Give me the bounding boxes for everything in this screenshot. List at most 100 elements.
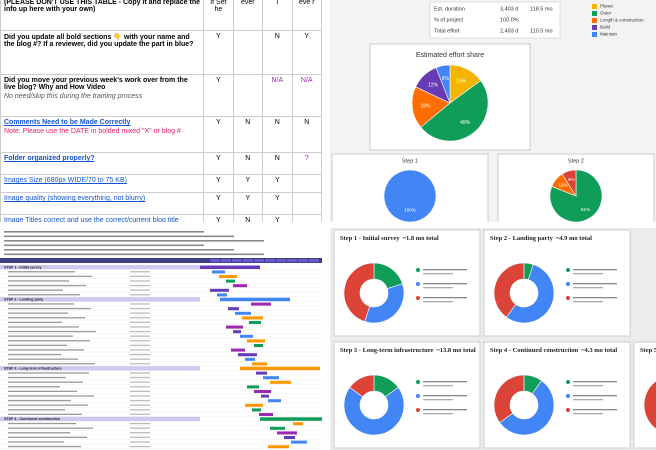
gantt-bar (217, 293, 227, 297)
summary-box (429, 1, 561, 39)
checklist-item: Images Size (680px WIDE/70 to 75 KB) (0, 174, 205, 193)
legend-swatch (416, 394, 420, 398)
task-line (130, 381, 150, 383)
checklist-item: Folder organized properly? (0, 152, 205, 175)
item-text: Did you move your previous week's work o… (4, 77, 188, 91)
checklist-item: (PLEASE DON'T USE THIS TABLE - Copy it a… (0, 0, 205, 31)
task-line (130, 413, 150, 415)
check-mark: Y (304, 33, 310, 40)
gantt-bar (210, 288, 229, 292)
task-line (130, 399, 150, 402)
task-line (130, 289, 150, 291)
check-mark: N (245, 217, 251, 222)
section-row (0, 416, 200, 422)
task-line (8, 275, 92, 277)
gantt-bar (261, 394, 269, 398)
check-cell: If Set he (203, 0, 234, 31)
task-line (130, 441, 150, 443)
task-line (8, 436, 87, 438)
section-label: STEP 1 - Initial survey (4, 265, 41, 269)
gantt-bar (238, 353, 257, 357)
task-line (130, 335, 150, 337)
task-line (130, 312, 150, 314)
task-line (130, 390, 150, 392)
checklist-row: Images Size (680px WIDE/70 to 75 KB) Y Y Y (0, 174, 322, 193)
check-cell: Y (291, 30, 322, 75)
check-mark: ? (304, 155, 309, 162)
check-mark: Y (216, 195, 221, 202)
legend-line (423, 409, 467, 411)
gantt-bar (219, 275, 237, 278)
summary-cell: % of project (434, 17, 464, 23)
slice-label: 9% (568, 177, 575, 182)
task-line (130, 372, 150, 374)
legend-line (573, 409, 617, 411)
task-line (8, 344, 67, 346)
checklist-row: (PLEASE DON'T USE THIS TABLE - Copy it a… (0, 0, 322, 31)
task-line (8, 335, 73, 337)
summary-cell: Est. duration (434, 6, 465, 12)
legend-swatch (416, 268, 420, 272)
text-line (4, 253, 264, 256)
legend-line (423, 381, 467, 383)
check-cell: N/A (262, 74, 293, 117)
task-line (8, 321, 62, 323)
legend-swatch (592, 11, 597, 16)
slice-label: 12% (428, 82, 439, 88)
check-cell: Y (203, 74, 234, 117)
pie-slice (383, 169, 437, 222)
task-line (8, 307, 91, 310)
check-cell: Y (203, 152, 234, 175)
summary-cell: 118.5 mo (530, 6, 553, 12)
legend-swatch (566, 408, 570, 412)
task-line (8, 284, 86, 287)
header-cell (287, 259, 297, 262)
legend-line (573, 385, 603, 387)
check-cell: N/A (291, 74, 322, 117)
task-line (130, 330, 150, 333)
check-mark: N (304, 119, 310, 126)
chart-title: Step 4 - Continued construction ~4.3 mo t… (490, 347, 617, 354)
task-line (130, 317, 150, 319)
header-cell (254, 259, 264, 262)
legend-line (573, 283, 617, 285)
task-line (130, 445, 150, 448)
task-line (8, 294, 80, 296)
legend-line (573, 269, 617, 271)
legend-label: Planet (600, 4, 614, 9)
chart-title: Step 2 - Landing party ~4.9 mo total (490, 235, 592, 242)
gantt-bar (249, 321, 261, 324)
check-cell: N (262, 116, 293, 153)
task-line (130, 275, 150, 277)
header-row (0, 258, 322, 263)
gantt-bar (228, 307, 239, 311)
pie-slice (499, 380, 555, 436)
task-line (8, 395, 94, 397)
checklist-row: Image Titles correct and use the correct… (0, 214, 322, 222)
check-cell: l (262, 0, 293, 31)
gantt-bar (259, 413, 273, 416)
chart-title: Step 1 (402, 158, 418, 164)
legend-swatch (592, 32, 597, 37)
pie-slice (493, 374, 525, 424)
checklist-row: Did you move your previous week's work o… (0, 74, 322, 117)
check-cell: Y (203, 174, 234, 193)
check-cell: N (262, 152, 293, 175)
section-label: STEP 3 - Long-term infrastructure (4, 366, 62, 370)
task-line (130, 358, 150, 360)
legend-swatch (566, 394, 570, 398)
legend-line (573, 399, 603, 401)
gantt-bar (233, 284, 247, 288)
text-line (4, 244, 204, 247)
item-text: Images Size (680px WIDE/70 to 75 KB) (4, 177, 127, 184)
checklist-item: Did you move your previous week's work o… (0, 74, 205, 117)
section-label: STEP 2 - Landing party (4, 297, 43, 301)
task-line (8, 441, 64, 443)
task-line (130, 386, 150, 388)
legend-swatch (416, 282, 420, 286)
check-mark: Y (216, 217, 221, 222)
check-mark: Y (245, 177, 251, 184)
gantt-bar (260, 417, 322, 421)
task-line (8, 330, 96, 333)
